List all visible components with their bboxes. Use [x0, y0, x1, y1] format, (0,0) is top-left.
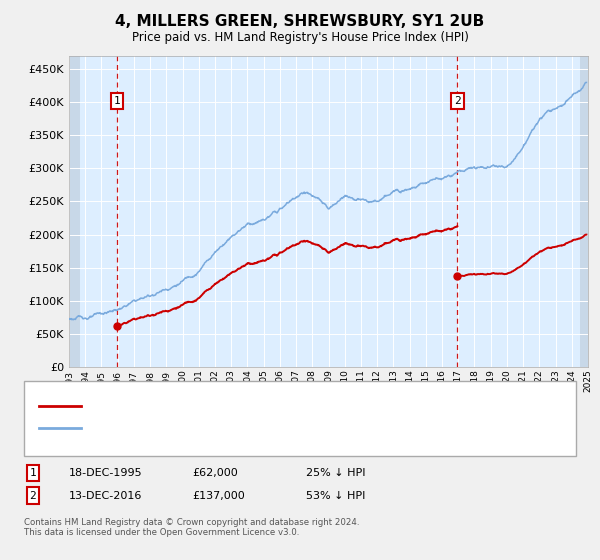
Text: 1: 1: [29, 468, 37, 478]
Text: Contains HM Land Registry data © Crown copyright and database right 2024.
This d: Contains HM Land Registry data © Crown c…: [24, 518, 359, 538]
Text: 25% ↓ HPI: 25% ↓ HPI: [306, 468, 365, 478]
Text: 13-DEC-2016: 13-DEC-2016: [69, 491, 142, 501]
Text: 4, MILLERS GREEN, SHREWSBURY, SY1 2UB (detached house): 4, MILLERS GREEN, SHREWSBURY, SY1 2UB (d…: [87, 401, 407, 411]
Text: Price paid vs. HM Land Registry's House Price Index (HPI): Price paid vs. HM Land Registry's House …: [131, 31, 469, 44]
Text: £137,000: £137,000: [192, 491, 245, 501]
Text: 1: 1: [113, 96, 121, 106]
Text: 18-DEC-1995: 18-DEC-1995: [69, 468, 143, 478]
Text: HPI: Average price, detached house, Shropshire: HPI: Average price, detached house, Shro…: [87, 423, 336, 433]
Text: 53% ↓ HPI: 53% ↓ HPI: [306, 491, 365, 501]
Text: 2: 2: [29, 491, 37, 501]
Text: 4, MILLERS GREEN, SHREWSBURY, SY1 2UB: 4, MILLERS GREEN, SHREWSBURY, SY1 2UB: [115, 14, 485, 29]
Text: 2: 2: [454, 96, 461, 106]
Text: £62,000: £62,000: [192, 468, 238, 478]
